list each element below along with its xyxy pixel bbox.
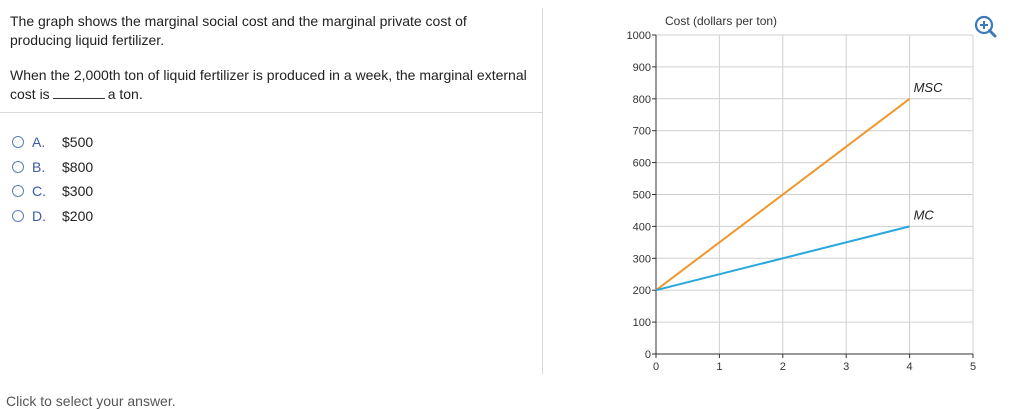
divider: [0, 112, 542, 113]
radio-button-icon[interactable]: [12, 160, 24, 173]
cost-chart: 0 100 200 300 400 500 600 700 800 900 1000 0 1 2 3 4 5 M…: [627, 14, 997, 373]
y-tick-label: 600: [633, 158, 651, 170]
question-text: The graph shows the marginal social cost…: [10, 13, 467, 48]
x-tick-label: 5: [970, 361, 976, 373]
x-tick-label: 3: [843, 361, 849, 373]
x-tick-label: 2: [780, 361, 786, 373]
radio-button-icon[interactable]: [12, 136, 24, 149]
question-panel: The graph shows the marginal social cost…: [0, 13, 542, 409]
footer-hint: Click to select your answer.: [6, 393, 176, 409]
radio-button-icon[interactable]: [12, 185, 24, 198]
choice-b[interactable]: B. $800: [10, 155, 93, 180]
answer-blank: [52, 86, 105, 99]
zoom-in-icon[interactable]: [974, 15, 997, 38]
choice-a[interactable]: A. $500: [10, 130, 93, 155]
choice-c[interactable]: C. $300: [10, 179, 93, 204]
y-tick-label: 900: [633, 62, 651, 74]
choice-value: $200: [62, 207, 94, 224]
x-tick-label: 4: [907, 361, 913, 373]
question-prompt-start: When the 2,000th ton of liquid fertilize…: [10, 67, 527, 102]
choice-letter: D.: [32, 207, 46, 224]
question-prompt: When the 2,000th ton of liquid fertilize…: [10, 66, 530, 104]
chart-axes: 0 100 200 300 400 500 600 700 800 900 1000 0 1 2 3 4 5: [627, 30, 977, 373]
y-tick-label: 100: [633, 317, 651, 329]
y-tick-label: 200: [633, 285, 651, 297]
y-tick-label: 500: [633, 190, 651, 202]
answer-choices: A. $500 B. $800 C. $300 D. $200: [10, 130, 93, 228]
y-tick-label: 400: [633, 221, 651, 233]
panel-divider: [542, 8, 543, 374]
x-tick-label: 0: [653, 361, 659, 373]
y-axis-title: Cost (dollars per ton): [665, 14, 777, 28]
choice-d[interactable]: D. $200: [10, 204, 93, 229]
choice-value: $800: [62, 158, 94, 175]
choice-letter: C.: [32, 183, 46, 200]
series-label-msc: MSC: [914, 80, 944, 95]
radio-button-icon[interactable]: [12, 209, 24, 222]
y-tick-label: 800: [633, 94, 651, 106]
x-tick-label: 1: [716, 361, 722, 373]
series-line-mc: [655, 225, 910, 292]
choice-letter: B.: [32, 158, 46, 175]
y-tick-label: 1000: [627, 30, 651, 42]
choice-value: $300: [62, 183, 94, 200]
y-tick-label: 0: [645, 349, 651, 361]
series-line-msc: [655, 98, 911, 291]
choice-letter: A.: [32, 134, 46, 151]
chart-series: MSC MC: [655, 80, 944, 292]
series-label-mc: MC: [914, 207, 935, 222]
question-prompt-end: a ton.: [107, 86, 143, 102]
y-tick-label: 700: [633, 126, 651, 138]
chart-grid: [656, 34, 974, 354]
choice-value: $500: [62, 134, 94, 151]
y-tick-label: 300: [633, 253, 651, 265]
